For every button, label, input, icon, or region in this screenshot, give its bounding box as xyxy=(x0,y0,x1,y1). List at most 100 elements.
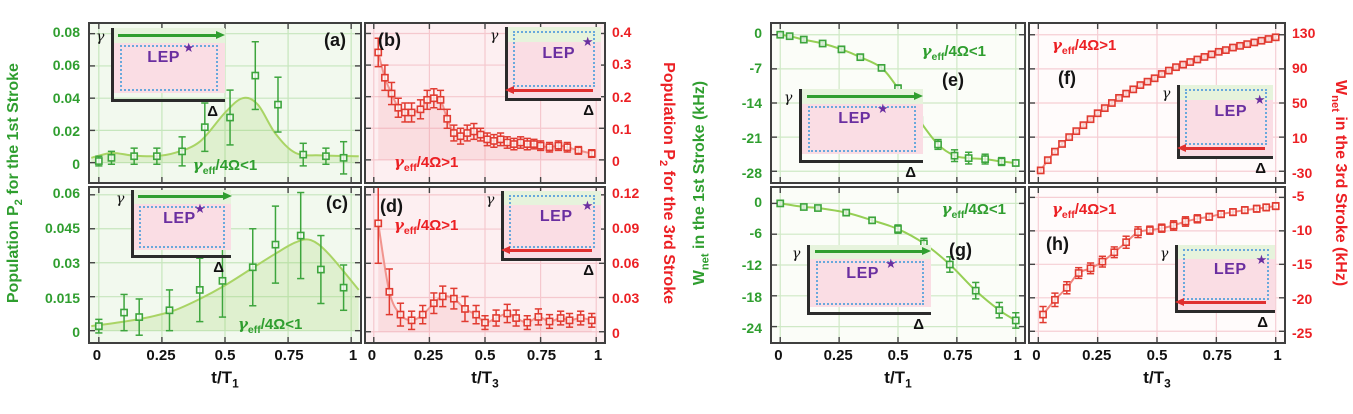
panel-g-phase-inset: γ LEP ★ Δ xyxy=(792,244,932,333)
stroke-direction-arrow-right xyxy=(118,30,226,39)
panel-h-ytick-labels: -5 -10 -15 -20 -25 xyxy=(1288,186,1332,344)
y-tick-label: 0 xyxy=(754,193,762,210)
panel-d-ytick-labels: 0 0.03 0.06 0.09 0.12 xyxy=(608,185,652,344)
inset-gamma-label: γ xyxy=(486,192,495,208)
lep-star-icon: ★ xyxy=(885,256,897,272)
panel-e-letter: (e) xyxy=(942,70,964,90)
x-tick-label: 1 xyxy=(1013,347,1022,364)
y-tick-label: -14 xyxy=(741,95,762,111)
lep-star-icon: ★ xyxy=(877,101,889,117)
y-tick-label: 130 xyxy=(1292,25,1316,42)
panel-a-annotation: γeff/4Ω<1 xyxy=(192,156,258,177)
panel-d: (d) γeff/4Ω>1 γ LEP ★ Δ xyxy=(364,186,606,344)
lep-label: LEP xyxy=(846,265,879,283)
panel-b-annotation: γeff/4Ω>1 xyxy=(394,153,459,174)
panel-g-ytick-labels: 0 -6 -12 -18 -24 xyxy=(712,186,766,344)
inset-cycle-path xyxy=(816,261,924,305)
y-tick-label: 0 xyxy=(612,153,620,170)
x-tick-label: 0.25 xyxy=(1082,347,1112,364)
lep-star-icon: ★ xyxy=(581,197,594,213)
inset-delta-label: Δ xyxy=(1257,314,1268,331)
y-tick-label: 0.4 xyxy=(612,23,632,40)
panel-f-letter: (f) xyxy=(1058,68,1076,88)
y-tick-label: -25 xyxy=(1292,325,1313,341)
y-tick-label: 0.06 xyxy=(612,255,640,272)
x-tick-label: 0.5 xyxy=(474,347,496,364)
inset-pink-region xyxy=(134,203,231,250)
xaxis-title-t3-right: t/T3 xyxy=(1143,368,1171,391)
lep-label: LEP xyxy=(539,207,573,225)
stroke-direction-arrow-left xyxy=(504,85,593,94)
y-tick-label: -30 xyxy=(1292,164,1313,181)
inset-cycle-path xyxy=(808,106,916,153)
panel-a-letter: (a) xyxy=(324,30,346,50)
inset-gamma-label: γ xyxy=(96,29,105,45)
panel-b: (b) γeff/4Ω>1 γ LEP ★ Δ xyxy=(364,22,606,184)
inset-frame: LEP ★ xyxy=(807,245,931,315)
y-tick-label: 0.06 xyxy=(52,56,80,73)
inset-cycle-path xyxy=(512,31,596,88)
panel-d-letter: (d) xyxy=(380,196,403,216)
stroke-direction-arrow-left xyxy=(1176,143,1265,152)
lep-label: LEP xyxy=(1214,102,1248,120)
x-tick-label: 0.5 xyxy=(1146,347,1168,364)
lep-star-icon: ★ xyxy=(581,34,594,50)
y-tick-label: 50 xyxy=(1292,95,1308,111)
x-tick-label: 0.5 xyxy=(887,347,909,364)
x-tick-label: 1 xyxy=(593,347,603,364)
panel-f-annotation: γeff/4Ω>1 xyxy=(1052,36,1117,57)
y-tick-label: 0.1 xyxy=(612,120,632,137)
panel-b-phase-inset: γ LEP ★ Δ xyxy=(490,26,602,119)
y-tick-label: -6 xyxy=(749,225,762,242)
lep-label: LEP xyxy=(542,44,576,62)
y-tick-label: 0.03 xyxy=(612,290,640,307)
population-left-axis-label: Population P2 for the 1st Stroke xyxy=(4,62,26,304)
y-tick-label: -24 xyxy=(741,320,762,337)
inset-frame: LEP ★ xyxy=(131,190,233,258)
panel-c-phase-inset: γ LEP ★ Δ xyxy=(116,189,233,276)
inset-frame: LEP ★ xyxy=(500,191,601,261)
y-tick-label: 0.2 xyxy=(612,88,632,105)
panel-h-xtick-labels: 0 0.25 0.5 0.75 1 xyxy=(1028,347,1286,365)
inset-pink-region xyxy=(810,259,931,307)
inset-gamma-label: γ xyxy=(490,28,499,44)
panel-c: (c) γeff/4Ω<1 γ LEP ★ Δ xyxy=(88,186,362,344)
y-tick-label: 0 xyxy=(612,325,620,342)
inset-gamma-label: γ xyxy=(1160,246,1169,262)
panel-a-ytick-labels: 0 0.02 0.04 0.06 0.08 xyxy=(28,22,84,184)
y-tick-label: 0 xyxy=(72,156,80,173)
panel-f-phase-inset: γ LEP ★ Δ xyxy=(1162,84,1274,177)
stroke-direction-arrow-right xyxy=(814,247,931,256)
y-tick-label: -15 xyxy=(1292,256,1313,273)
x-tick-label: 0.25 xyxy=(146,347,176,364)
stroke-direction-arrow-right xyxy=(806,91,923,100)
inset-frame: LEP ★ xyxy=(111,28,226,102)
panel-b-ytick-labels: 0 0.1 0.2 0.3 0.4 xyxy=(608,22,652,184)
inset-green-strip xyxy=(508,27,601,42)
inset-green-strip xyxy=(1180,85,1273,100)
inset-delta-label: Δ xyxy=(905,164,916,181)
panel-a-phase-inset: γ LEP ★ Δ xyxy=(96,27,226,120)
panel-c-letter: (c) xyxy=(326,193,348,213)
y-tick-label: -28 xyxy=(741,165,762,181)
panel-e-ytick-labels: 0 -7 -14 -21 -28 xyxy=(712,22,766,184)
x-tick-label: 0.25 xyxy=(413,347,444,364)
panel-b-letter: (b) xyxy=(378,30,401,50)
y-tick-label: 0.09 xyxy=(612,220,640,237)
panel-c-annotation: γeff/4Ω<1 xyxy=(238,315,303,336)
stroke-direction-arrow-left xyxy=(500,245,593,254)
inset-gamma-label: γ xyxy=(792,246,801,262)
lep-star-icon: ★ xyxy=(182,40,195,56)
y-tick-label: -5 xyxy=(1292,187,1305,204)
panel-c-xtick-labels: 0 0.25 0.5 0.75 1 xyxy=(88,347,362,365)
y-tick-label: 0 xyxy=(72,324,80,341)
x-tick-label: 0.75 xyxy=(274,347,304,364)
panel-g: (g) γeff/4Ω<1 γ LEP ★ Δ xyxy=(770,186,1026,344)
lep-star-icon: ★ xyxy=(194,201,206,217)
lep-label: LEP xyxy=(147,49,180,67)
y-tick-label: 0.03 xyxy=(52,254,80,271)
x-tick-label: 0.75 xyxy=(1202,347,1232,364)
inset-delta-label: Δ xyxy=(583,102,594,119)
inset-pink-region xyxy=(114,42,225,94)
